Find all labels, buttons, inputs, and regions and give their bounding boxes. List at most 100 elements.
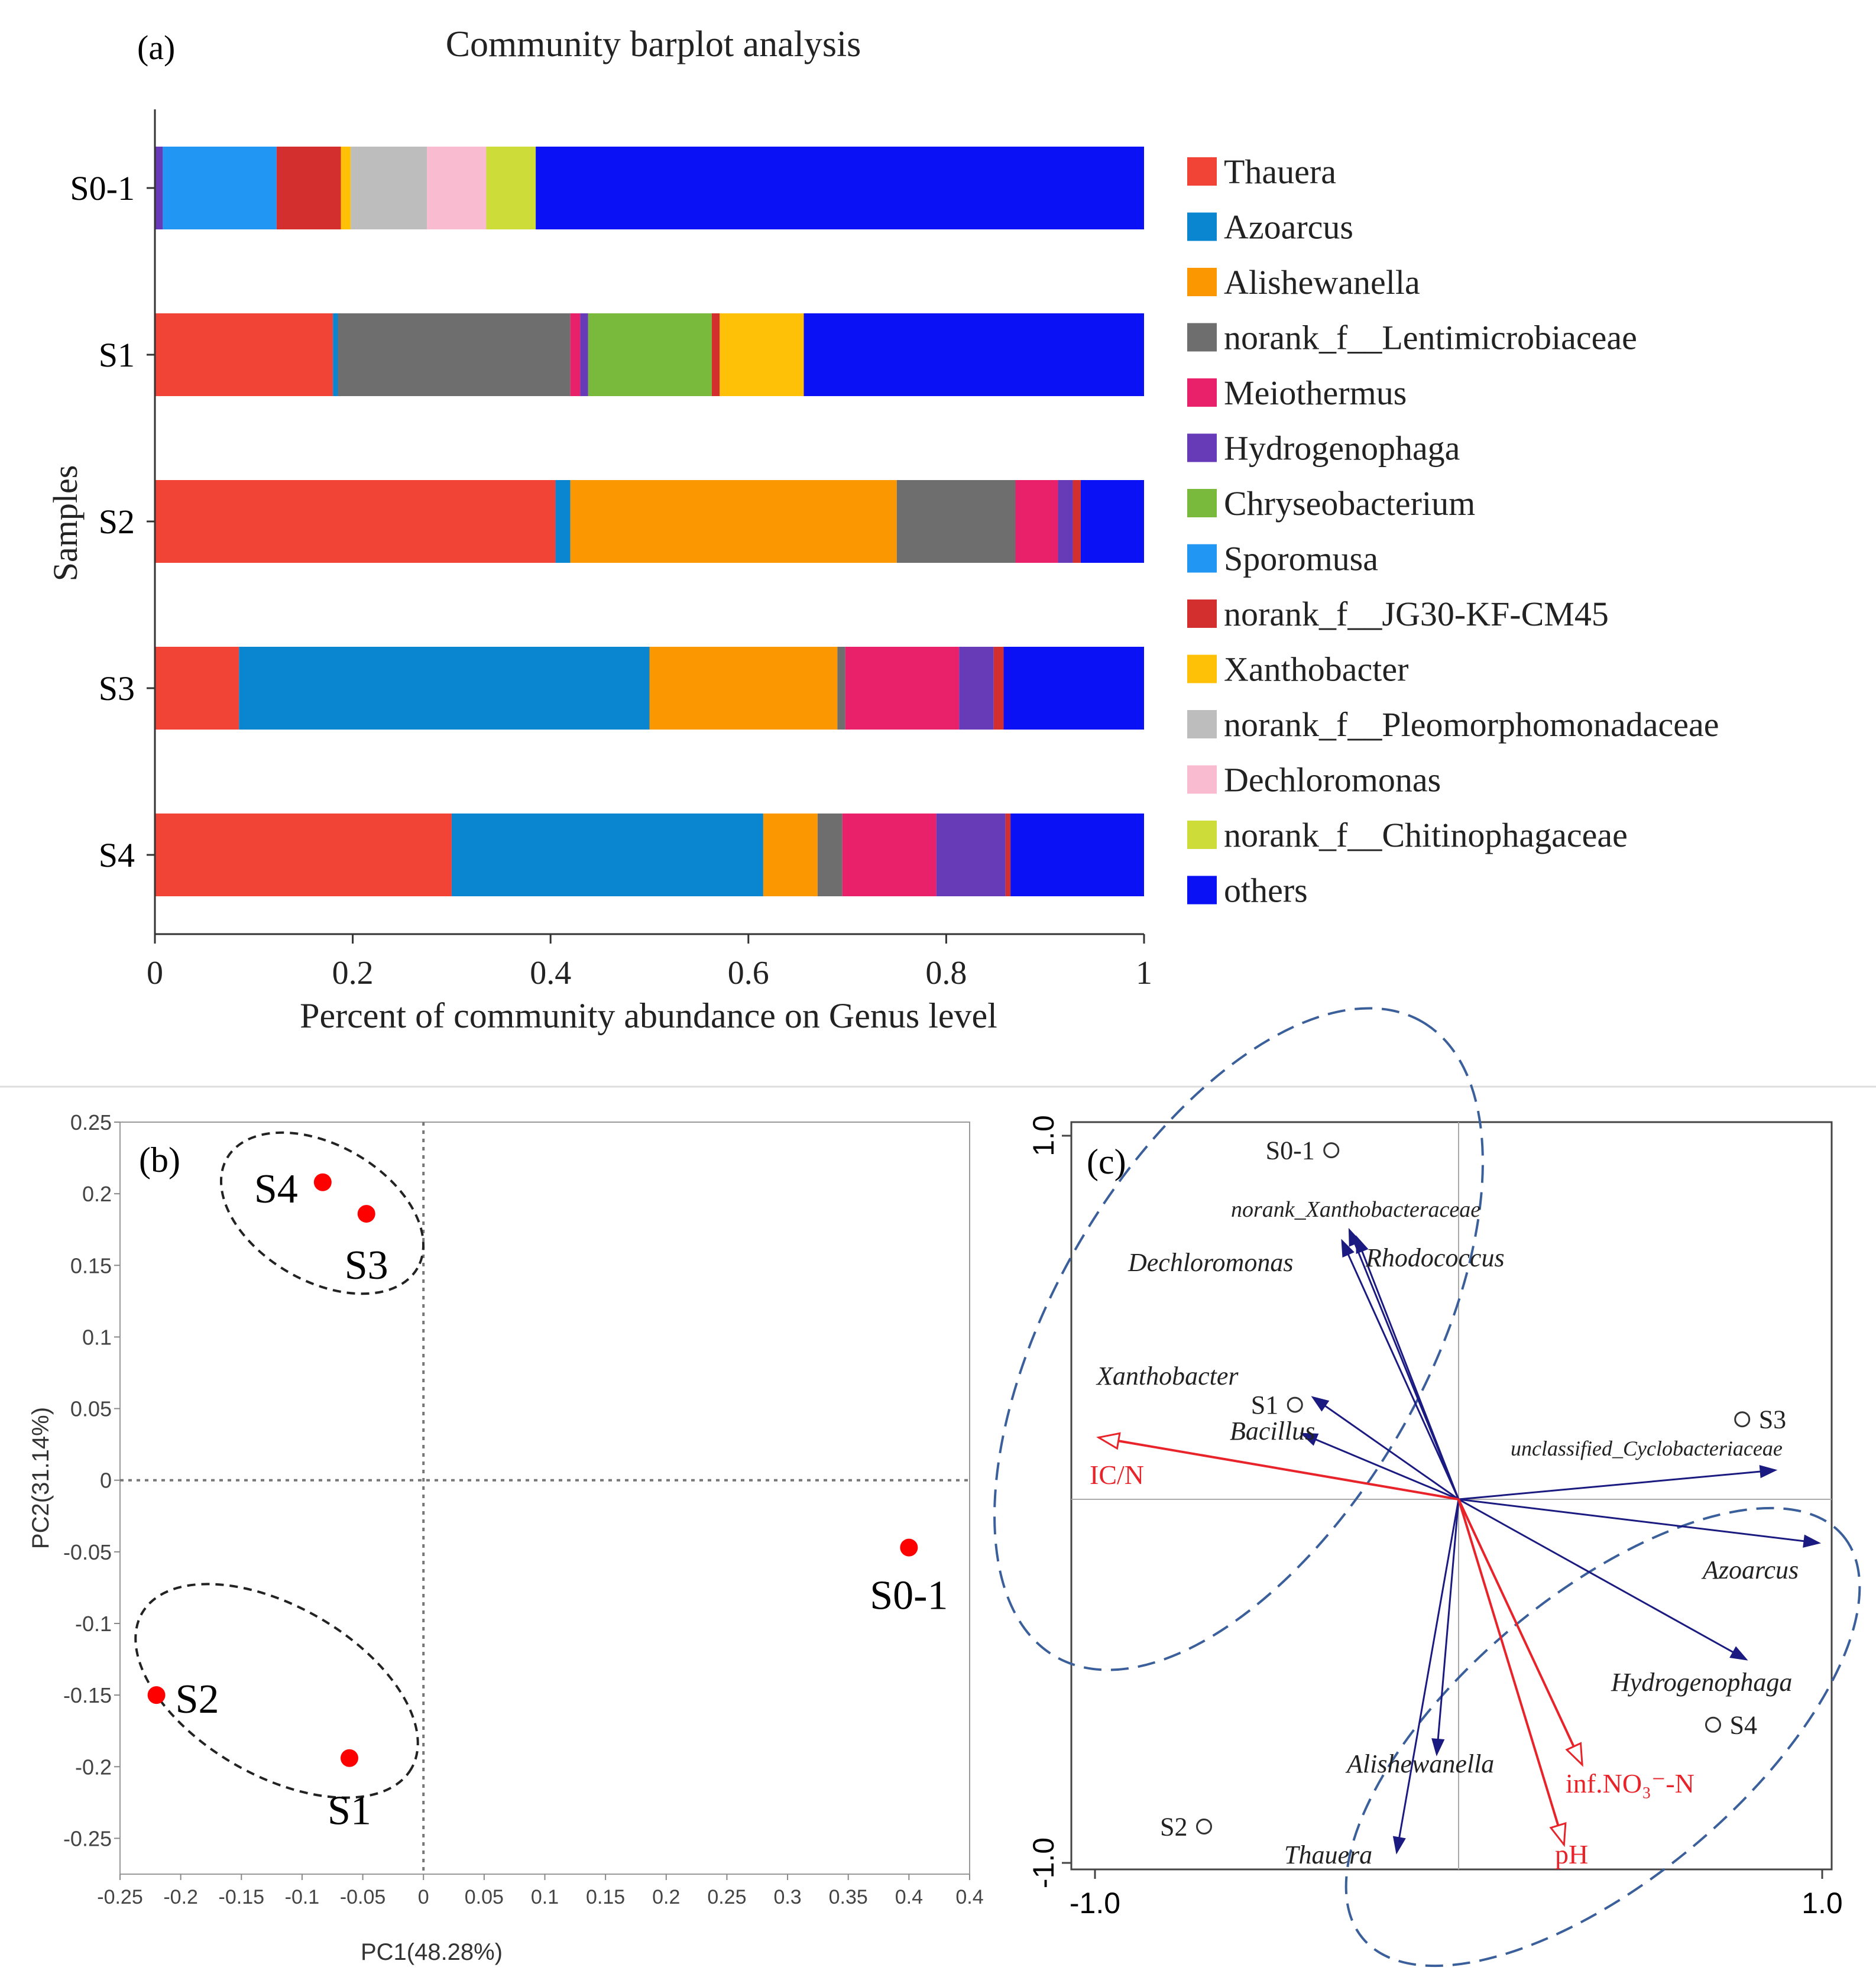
panel-c-plot: -1.0 1.0 1.0 -1.0 norank_Xanthobacteraceae Rh… xyxy=(993,1007,1861,1968)
legend-entry: Xanthobacter xyxy=(1224,650,1408,689)
bar-segment xyxy=(1010,814,1144,896)
legend-entry: Thauera xyxy=(1224,153,1336,191)
y-tick-label: -1.0 xyxy=(1027,1837,1060,1888)
vector-arrowhead xyxy=(1549,1822,1567,1848)
panel-c-label: (c) xyxy=(1087,1142,1126,1181)
x-tick-label: 0.35 xyxy=(829,1886,868,1908)
bar-segment xyxy=(993,647,1004,730)
bar-segment xyxy=(570,480,897,563)
legend-swatch xyxy=(1187,157,1217,186)
bar-segment xyxy=(333,313,338,396)
bar-segment xyxy=(959,647,994,730)
sample-label: S4 xyxy=(254,1166,298,1212)
sample-point xyxy=(147,1686,166,1704)
bar-segment xyxy=(163,147,277,229)
x-tick-label: 0 xyxy=(418,1886,429,1908)
x-tick-label: 0.4 xyxy=(895,1886,923,1908)
y-tick-label: S0-1 xyxy=(70,169,135,208)
vector-line xyxy=(1458,1498,1747,1660)
sample-point xyxy=(1323,1142,1340,1159)
y-tick-label: -0.1 xyxy=(75,1612,112,1636)
panel-a-bars xyxy=(155,147,1144,896)
x-tick-label: 0.6 xyxy=(728,955,769,991)
sample-point xyxy=(1287,1396,1303,1413)
group-ellipse xyxy=(1344,1506,1861,1968)
panel-a-title: Community barplot analysis xyxy=(446,24,861,64)
bar-segment xyxy=(555,480,571,563)
panel-a-y-axis-label: Samples xyxy=(46,465,85,582)
legend-swatch xyxy=(1187,489,1217,517)
legend-swatch xyxy=(1187,544,1217,573)
vector-line xyxy=(1458,1469,1775,1500)
sample-point xyxy=(1196,1819,1212,1835)
x-tick-label: 0.2 xyxy=(652,1886,680,1908)
panel-c: -1.0 1.0 1.0 -1.0 norank_Xanthobacteraceae Rh… xyxy=(993,1007,1861,1968)
sample-point xyxy=(1705,1716,1721,1733)
species-label: Rhodococcus xyxy=(1365,1243,1505,1272)
panel-a-x-axis-label: Percent of community abundance on Genus … xyxy=(300,996,997,1035)
env-label: pH xyxy=(1555,1839,1588,1869)
sample-label: S4 xyxy=(1730,1710,1757,1739)
sample-label: S3 xyxy=(1759,1405,1786,1434)
species-label: Dechloromonas xyxy=(1127,1248,1293,1277)
x-tick-label: -0.05 xyxy=(340,1886,386,1908)
panel-b-frame xyxy=(119,1122,970,1875)
bar-segment xyxy=(837,647,845,730)
bar-segment xyxy=(896,480,1016,563)
y-tick-label: -0.05 xyxy=(63,1540,112,1564)
sample-label: S3 xyxy=(345,1243,388,1288)
vector-arrowhead xyxy=(1356,1235,1369,1255)
sample-label: S2 xyxy=(176,1677,219,1722)
vector-arrowhead xyxy=(1311,1396,1330,1412)
y-tick-label: 1.0 xyxy=(1027,1115,1060,1156)
bar-segment xyxy=(239,647,650,730)
sample-label: S1 xyxy=(1251,1391,1278,1419)
species-label: Bacillus xyxy=(1230,1417,1315,1446)
vector-arrowhead xyxy=(1803,1534,1822,1548)
bar-segment xyxy=(1073,480,1081,563)
sample-point xyxy=(900,1538,918,1557)
legend-entry: Dechloromonas xyxy=(1224,761,1441,799)
sample-point xyxy=(1734,1411,1751,1428)
bar-segment xyxy=(1058,480,1073,563)
y-tick-label: S1 xyxy=(99,336,135,374)
bar-segment xyxy=(1005,814,1011,896)
vector-line xyxy=(1356,1237,1460,1500)
bar-segment xyxy=(720,313,804,396)
panel-b-x-axis-label: PC1(48.28%) xyxy=(361,1939,503,1965)
x-tick-label: 0.4 xyxy=(955,1886,983,1908)
bar-segment xyxy=(580,313,588,396)
x-tick-label: 0.3 xyxy=(773,1886,801,1908)
panel-b-plot: 0.25 0.2 0.15 0.1 0.05 0 -0.05 -0.1 -0.15 -0.2 -0.… xyxy=(63,1110,984,1908)
vector-arrowhead xyxy=(1300,1432,1319,1446)
panel-b: 0.25 0.2 0.15 0.1 0.05 0 -0.05 -0.1 -0.15 -0.2 -0.… xyxy=(28,1110,984,1965)
bar-segment xyxy=(1080,480,1144,563)
bar-segment xyxy=(711,313,720,396)
legend-entry: Azoarcus xyxy=(1224,208,1353,247)
bar-segment xyxy=(351,147,427,229)
y-tick-label: 0.15 xyxy=(70,1253,112,1278)
sample-label: S0-1 xyxy=(870,1573,948,1619)
bar-segment xyxy=(936,814,1006,896)
y-tick-label: -0.15 xyxy=(63,1683,112,1707)
legend-swatch xyxy=(1187,710,1217,738)
vector-arrowhead xyxy=(1729,1646,1748,1661)
legend-swatch xyxy=(1187,433,1217,462)
vector-arrowhead xyxy=(1096,1432,1121,1450)
bar-segment xyxy=(845,647,960,730)
bar-segment xyxy=(803,313,1144,396)
legend-entry: Meiothermus xyxy=(1224,374,1407,412)
vector-arrowhead xyxy=(1759,1465,1778,1479)
bar-segment xyxy=(155,147,163,229)
panel-c-frame xyxy=(1070,1121,1833,1871)
y-tick-label: S4 xyxy=(99,836,135,874)
panel-b-label: (b) xyxy=(139,1140,180,1179)
panel-a-axes: S0-1 S1 S2 S3 S4 0 0.2 0.4 0.6 0.8 1 xyxy=(70,109,1152,991)
group-ellipse xyxy=(219,1131,425,1295)
x-tick-label: 0.15 xyxy=(586,1886,625,1908)
x-tick-label: -0.25 xyxy=(97,1886,143,1908)
legend-entry: norank_f__Pleomorphomonadaceae xyxy=(1224,705,1719,744)
y-tick-label: 0.25 xyxy=(70,1110,112,1135)
sample-point xyxy=(313,1173,332,1191)
